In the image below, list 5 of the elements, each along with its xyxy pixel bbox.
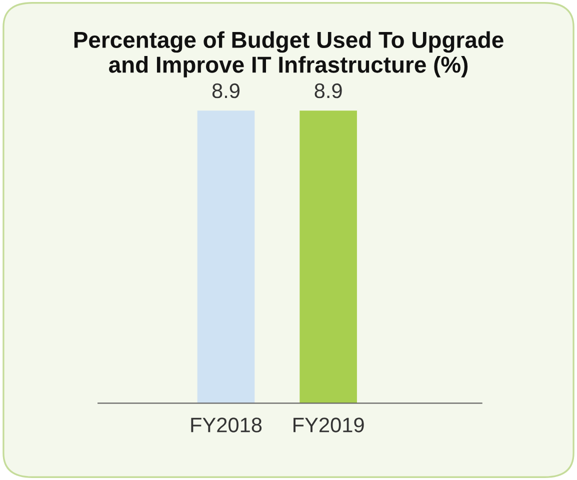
- x-tick-label: FY2019: [294, 418, 364, 432]
- data-label: 8.9: [212, 83, 240, 98]
- x-tick-label: FY2018: [191, 418, 262, 432]
- chart-title: Percentage of Budget Used To Upgrade and Improve IT Infrastructure (%): [74, 31, 504, 78]
- data-label: 8.9: [314, 83, 342, 98]
